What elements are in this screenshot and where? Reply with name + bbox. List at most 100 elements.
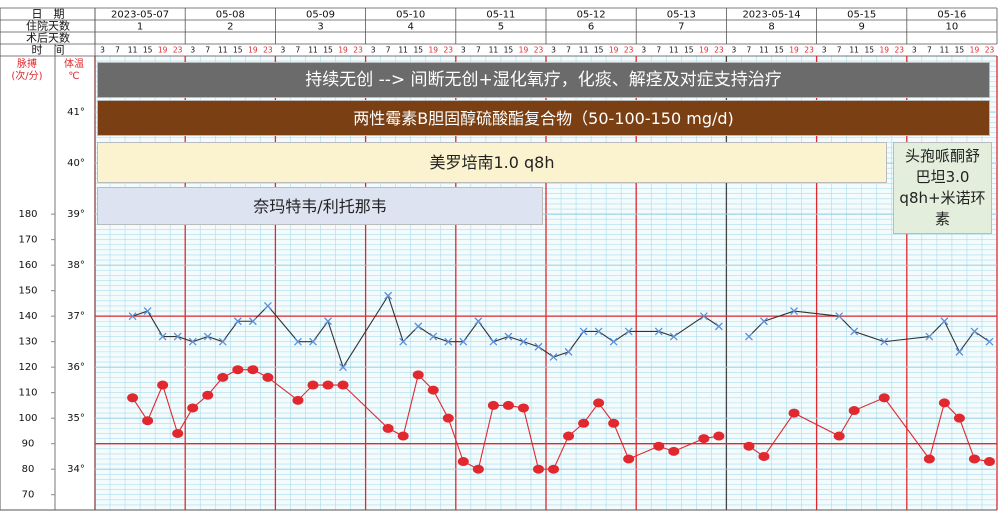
pulse-dot	[653, 441, 665, 451]
hour-label: 11	[940, 46, 950, 55]
temp-cross	[654, 327, 663, 336]
pulse-dot	[833, 431, 845, 441]
pulse-dot	[262, 372, 274, 382]
date-label: 05-10	[396, 10, 425, 21]
hour-label: 15	[413, 46, 423, 55]
hour-label: 15	[233, 46, 243, 55]
hour-label: 11	[669, 46, 679, 55]
hour-label: 11	[759, 46, 769, 55]
pulse-tick-label: 120	[18, 362, 37, 373]
hour-label: 3	[100, 46, 105, 55]
temp-cross	[263, 301, 272, 310]
temp-cross	[384, 291, 393, 300]
temp-cross	[324, 317, 332, 326]
pulse-dot	[127, 393, 139, 403]
hour-label: 11	[308, 46, 318, 55]
date-label: 05-13	[667, 10, 696, 21]
temp-tick-label: 41°	[67, 107, 85, 118]
hour-label: 15	[323, 46, 333, 55]
temp-cross	[519, 337, 528, 346]
pulse-dot	[698, 434, 710, 444]
hour-label: 19	[158, 46, 168, 55]
temp-cross	[399, 337, 408, 346]
pulse-tick-label: 80	[22, 464, 35, 475]
hour-label: 3	[822, 46, 827, 55]
date-label: 05-16	[937, 10, 966, 21]
temp-cross	[669, 332, 678, 341]
hour-label: 19	[428, 46, 438, 55]
pulse-dot	[532, 464, 544, 474]
temp-cross	[699, 312, 708, 321]
hour-label: 11	[579, 46, 589, 55]
pulse-dot	[848, 406, 860, 416]
row-label: 术后天数	[26, 32, 70, 45]
pulse-dot	[487, 400, 499, 410]
pulse-dot	[593, 398, 605, 408]
hour-label: 15	[955, 46, 965, 55]
pulse-dot	[548, 464, 560, 474]
pulse-dot	[563, 431, 575, 441]
pulse-dot	[292, 395, 304, 405]
hour-label: 7	[656, 46, 661, 55]
temp-cross	[188, 337, 197, 346]
hospital-day: 1	[137, 22, 143, 33]
temp-cross	[248, 317, 257, 326]
hospital-day: 7	[678, 22, 684, 33]
hour-label: 7	[205, 46, 210, 55]
pulse-dot	[758, 451, 770, 461]
hour-label: 23	[263, 46, 273, 55]
axis-title: 脉搏	[17, 57, 37, 70]
pulse-dot	[397, 431, 409, 441]
hour-label: 3	[912, 46, 917, 55]
hour-label: 23	[804, 46, 814, 55]
temp-cross	[564, 347, 573, 356]
temp-cross	[790, 307, 799, 316]
temp-cross	[835, 312, 844, 321]
temp-tick-label: 37°	[67, 311, 85, 322]
pulse-tick-label: 90	[22, 439, 35, 450]
hour-label: 19	[248, 46, 258, 55]
hour-label: 23	[714, 46, 724, 55]
temp-cross	[339, 363, 348, 372]
temp-cross	[594, 327, 603, 336]
pulse-dot	[232, 365, 244, 375]
pulse-dot	[337, 380, 349, 390]
pulse-dot	[878, 393, 890, 403]
temp-tick-label: 38°	[67, 260, 85, 271]
hour-label: 15	[864, 46, 874, 55]
hour-label: 23	[624, 46, 634, 55]
treatment-bar: 头孢哌酮舒巴坦3.0 q8h+米诺环素	[893, 142, 992, 234]
hour-label: 3	[551, 46, 556, 55]
pulse-tick-label: 140	[18, 311, 37, 322]
hour-label: 3	[732, 46, 737, 55]
hour-label: 7	[115, 46, 120, 55]
hospital-day: 3	[317, 22, 323, 33]
treatment-bar: 持续无创 --> 间断无创+湿化氧疗，化痰、解痉及对症支持治疗	[97, 62, 990, 98]
temp-tick-label: 40°	[67, 158, 85, 169]
date-label: 05-09	[306, 10, 335, 21]
date-label: 05-11	[486, 10, 515, 21]
temp-cross	[158, 332, 167, 341]
temp-tick-label: 34°	[67, 464, 85, 475]
pulse-dot	[202, 390, 214, 400]
temp-cross	[128, 312, 137, 321]
hour-label: 15	[684, 46, 694, 55]
temp-tick-label: 35°	[67, 413, 85, 424]
hospital-day: 4	[408, 22, 414, 33]
hour-label: 15	[594, 46, 604, 55]
pulse-tick-label: 70	[22, 490, 35, 501]
temp-cross	[549, 353, 558, 361]
pulse-dot	[788, 408, 800, 418]
hour-label: 19	[699, 46, 709, 55]
temp-cross	[970, 327, 979, 336]
pulse-dot	[472, 464, 484, 474]
hour-label: 3	[371, 46, 376, 55]
hour-label: 7	[476, 46, 481, 55]
hour-label: 7	[566, 46, 571, 55]
row-label: 时 间	[32, 44, 65, 57]
hour-label: 23	[444, 46, 454, 55]
temp-cross	[444, 337, 453, 346]
row-label: 日 期	[32, 8, 65, 21]
hour-label: 7	[747, 46, 752, 55]
